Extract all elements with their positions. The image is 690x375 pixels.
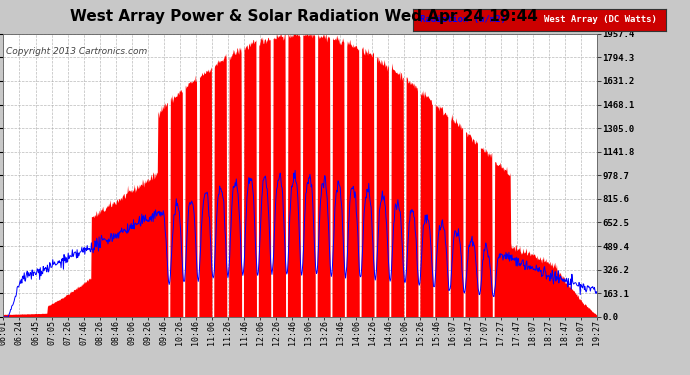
Text: West Array (DC Watts): West Array (DC Watts) <box>544 15 657 24</box>
Text: Radiation (w/m2): Radiation (w/m2) <box>420 15 506 24</box>
Text: Copyright 2013 Cartronics.com: Copyright 2013 Cartronics.com <box>6 47 147 56</box>
Text: West Array Power & Solar Radiation Wed Apr 24 19:44: West Array Power & Solar Radiation Wed A… <box>70 9 538 24</box>
